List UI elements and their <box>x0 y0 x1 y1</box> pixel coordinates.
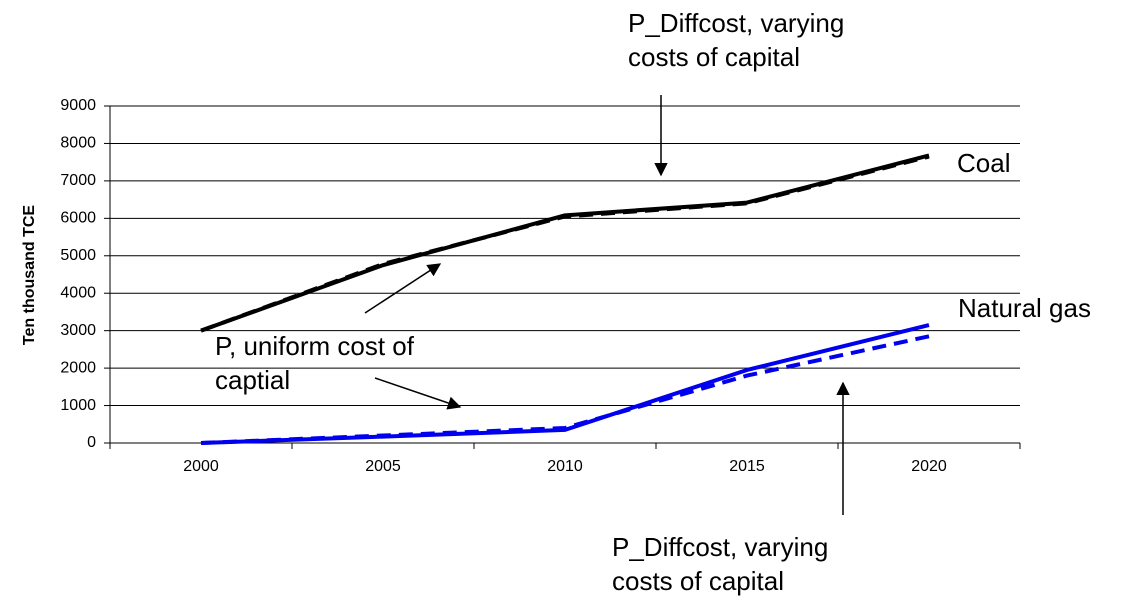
y-tick-label: 7000 <box>60 172 96 189</box>
x-tick-label: 2020 <box>911 458 947 475</box>
y-tick-label: 4000 <box>60 284 96 301</box>
x-tick-label: 2010 <box>547 458 583 475</box>
annotation: P, uniform cost of <box>215 331 415 361</box>
annotation: costs of capital <box>612 566 784 596</box>
y-tick-label: 6000 <box>60 210 96 227</box>
y-tick-label: 0 <box>87 434 96 451</box>
annotation: Coal <box>957 148 1010 178</box>
y-tick-label: 9000 <box>60 97 96 114</box>
y-tick-label: 2000 <box>60 359 96 376</box>
y-tick-label: 1000 <box>60 397 96 414</box>
x-tick-label: 2000 <box>183 458 219 475</box>
y-tick-label: 8000 <box>60 135 96 152</box>
arrow <box>364 263 442 314</box>
x-tick-label: 2005 <box>365 458 401 475</box>
series-line <box>200 153 930 333</box>
annotation: costs of capital <box>628 42 800 72</box>
arrow <box>374 377 462 410</box>
annotation: captial <box>215 365 290 395</box>
y-axis-label: Ten thousand TCE <box>21 205 38 345</box>
annotation: P_Diffcost, varying <box>628 8 844 38</box>
series-line <box>200 334 930 445</box>
y-tick-label: 5000 <box>60 247 96 264</box>
annotation: Natural gas <box>958 293 1091 323</box>
x-tick-label: 2015 <box>729 458 765 475</box>
series-line <box>200 154 930 333</box>
annotation: P_Diffcost, varying <box>612 532 828 562</box>
y-tick-label: 3000 <box>60 322 96 339</box>
